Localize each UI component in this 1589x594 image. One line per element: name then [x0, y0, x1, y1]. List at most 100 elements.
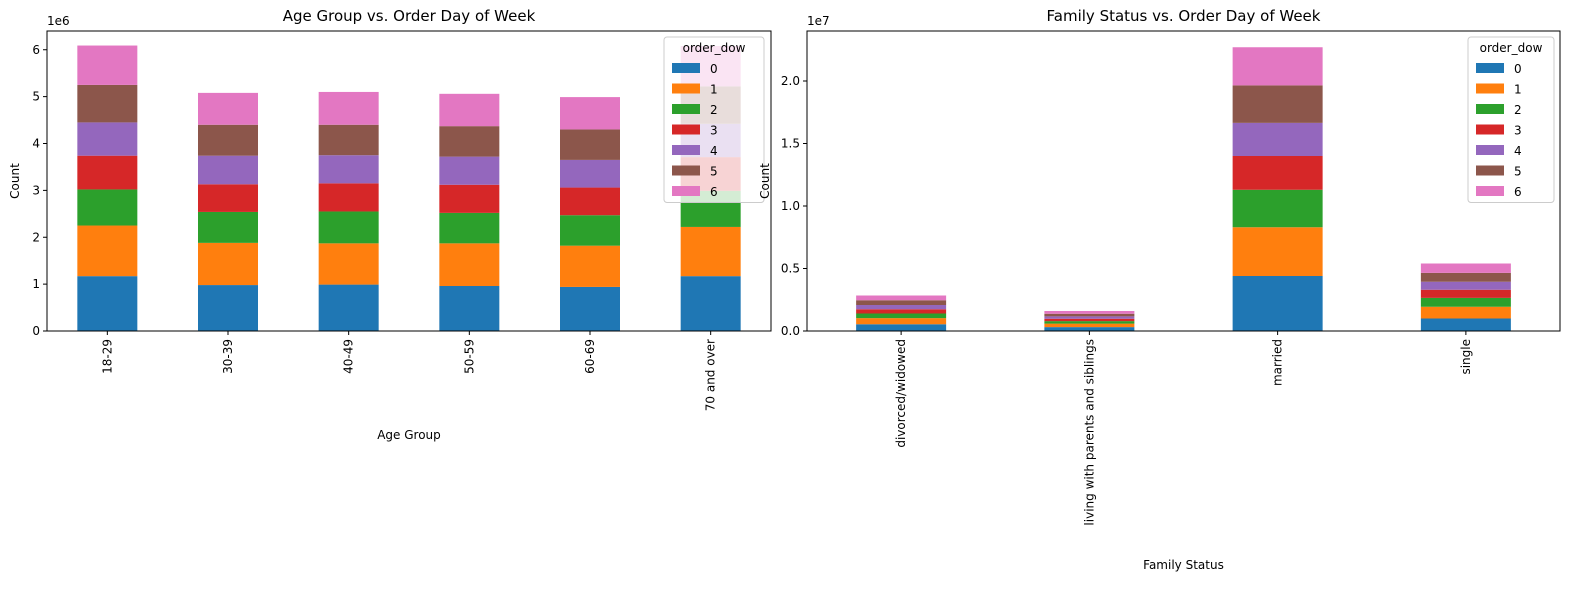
bar-18-29-dow-5	[77, 84, 138, 123]
bar-divorced-widowed-dow-6	[856, 295, 947, 301]
bar-50-59-dow-1	[439, 243, 500, 286]
bar-divorced-widowed-dow-3	[856, 309, 947, 314]
legend-box	[1467, 36, 1555, 203]
bar-50-59-dow-5	[439, 126, 500, 157]
bar-divorced-widowed-dow-0	[856, 324, 947, 331]
bar-married-dow-0	[1232, 276, 1323, 331]
legend-label-1: 1	[1514, 83, 1522, 97]
bar-50-59-dow-2	[439, 212, 500, 244]
bar-divorced-widowed-dow-4	[856, 305, 947, 310]
bar-married-dow-1	[1232, 227, 1323, 276]
y-tick-label: 0	[32, 324, 40, 338]
legend-label-2: 2	[710, 103, 718, 117]
bar-18-29-dow-4	[77, 122, 138, 156]
legend-box	[663, 36, 765, 203]
y-offset-label: 1e6	[47, 14, 70, 28]
bar-married-dow-5	[1232, 85, 1323, 123]
bar-60-69-dow-0	[560, 286, 620, 331]
bar-living-with-parents-and-siblings-dow-0	[1044, 327, 1135, 331]
bar-60-69-dow-3	[560, 187, 620, 216]
y-tick-label: 2	[32, 230, 40, 244]
chart-title: Age Group vs. Order Day of Week	[283, 7, 536, 25]
bar-60-69-dow-4	[560, 159, 620, 188]
y-tick-label: 1	[32, 277, 40, 291]
bar-70-and-over-dow-1	[680, 226, 741, 277]
bar-30-39-dow-6	[198, 92, 258, 125]
bar-divorced-widowed-dow-1	[856, 318, 947, 325]
x-axis-label: Age Group	[377, 428, 441, 442]
bar-living-with-parents-and-siblings-dow-6	[1044, 311, 1135, 314]
x-tick-label: 30-39	[221, 339, 235, 374]
bar-married-dow-6	[1232, 47, 1323, 86]
x-tick-label: single	[1459, 339, 1473, 375]
y-tick-label: 4	[32, 137, 40, 151]
legend-swatch-2	[1476, 104, 1504, 114]
bar-single-dow-2	[1420, 297, 1511, 307]
bar-single-dow-1	[1420, 306, 1511, 319]
axes-frame	[806, 30, 1561, 332]
chart-title: Family Status vs. Order Day of Week	[1047, 7, 1321, 25]
legend-label-3: 3	[1514, 124, 1522, 138]
legend-label-4: 4	[1514, 144, 1522, 158]
legend-swatch-4	[1476, 145, 1504, 155]
bar-40-49-dow-1	[318, 243, 379, 285]
chart-age-group: Age Group vs. Order Day of Week 1e6 18-29 3…	[8, 7, 772, 442]
bar-40-49-dow-0	[318, 284, 379, 331]
legend-swatch-5	[672, 165, 700, 176]
legend-label-6: 6	[1514, 185, 1522, 199]
legend-label-6: 6	[710, 185, 718, 199]
bar-30-39-dow-0	[198, 285, 258, 331]
bar-18-29-dow-2	[77, 189, 138, 226]
legend-swatch-6	[1476, 186, 1504, 196]
bar-30-39-dow-1	[198, 242, 258, 286]
legend-swatch-1	[1476, 83, 1504, 94]
legend-label-5: 5	[1514, 165, 1522, 179]
bar-divorced-widowed-dow-5	[856, 300, 947, 305]
legend-swatch-5	[1476, 165, 1504, 176]
legend-label-1: 1	[710, 83, 718, 97]
chart-family-status: Family Status vs. Order Day of Week 1e7 di…	[758, 7, 1561, 572]
bar-40-49-dow-3	[318, 183, 379, 212]
bar-living-with-parents-and-siblings-dow-3	[1044, 318, 1135, 322]
bar-40-49-dow-2	[318, 211, 379, 244]
y-tick-label: 0.5	[781, 262, 800, 276]
legend-title: order_dow	[683, 41, 746, 55]
y-axis-label: Count	[8, 163, 22, 199]
bar-living-with-parents-and-siblings-dow-2	[1044, 321, 1135, 324]
bar-50-59-dow-6	[439, 93, 500, 127]
bar-30-39-dow-4	[198, 155, 258, 185]
bar-single-dow-0	[1420, 318, 1511, 331]
x-tick-label: 18-29	[100, 339, 114, 374]
bar-60-69-dow-6	[560, 97, 620, 130]
y-tick-label: 3	[32, 183, 40, 197]
bar-18-29-dow-0	[77, 276, 138, 331]
y-tick-label: 5	[32, 90, 40, 104]
bar-living-with-parents-and-siblings-dow-1	[1044, 323, 1135, 328]
legend-swatch-0	[1476, 63, 1504, 73]
legend-swatch-3	[672, 124, 700, 135]
bar-30-39-dow-5	[198, 124, 258, 156]
bar-40-49-dow-4	[318, 155, 379, 184]
legend-swatch-4	[672, 145, 700, 155]
x-tick-label: 40-49	[342, 339, 356, 374]
bar-single-dow-5	[1420, 272, 1511, 282]
bar-married-dow-4	[1232, 122, 1323, 156]
x-tick-label: 60-69	[583, 339, 597, 374]
bar-60-69-dow-2	[560, 215, 620, 246]
legend-swatch-1	[672, 83, 700, 94]
axes-frame	[46, 30, 772, 332]
bar-18-29-dow-1	[77, 225, 138, 277]
legend-label-3: 3	[710, 124, 718, 138]
legend-swatch-3	[1476, 124, 1504, 135]
y-axis-label: Count	[758, 163, 772, 199]
bar-married-dow-3	[1232, 156, 1323, 190]
y-tick-label: 6	[32, 43, 40, 57]
x-tick-label: 70 and over	[704, 339, 718, 411]
bar-living-with-parents-and-siblings-dow-5	[1044, 313, 1135, 317]
legend: order_dow 0 1 2 3 4 5 6	[663, 36, 765, 203]
y-tick-label: 2.0	[781, 74, 800, 88]
bar-living-with-parents-and-siblings-dow-4	[1044, 316, 1135, 319]
legend-swatch-2	[672, 104, 700, 114]
y-offset-label: 1e7	[807, 14, 830, 28]
